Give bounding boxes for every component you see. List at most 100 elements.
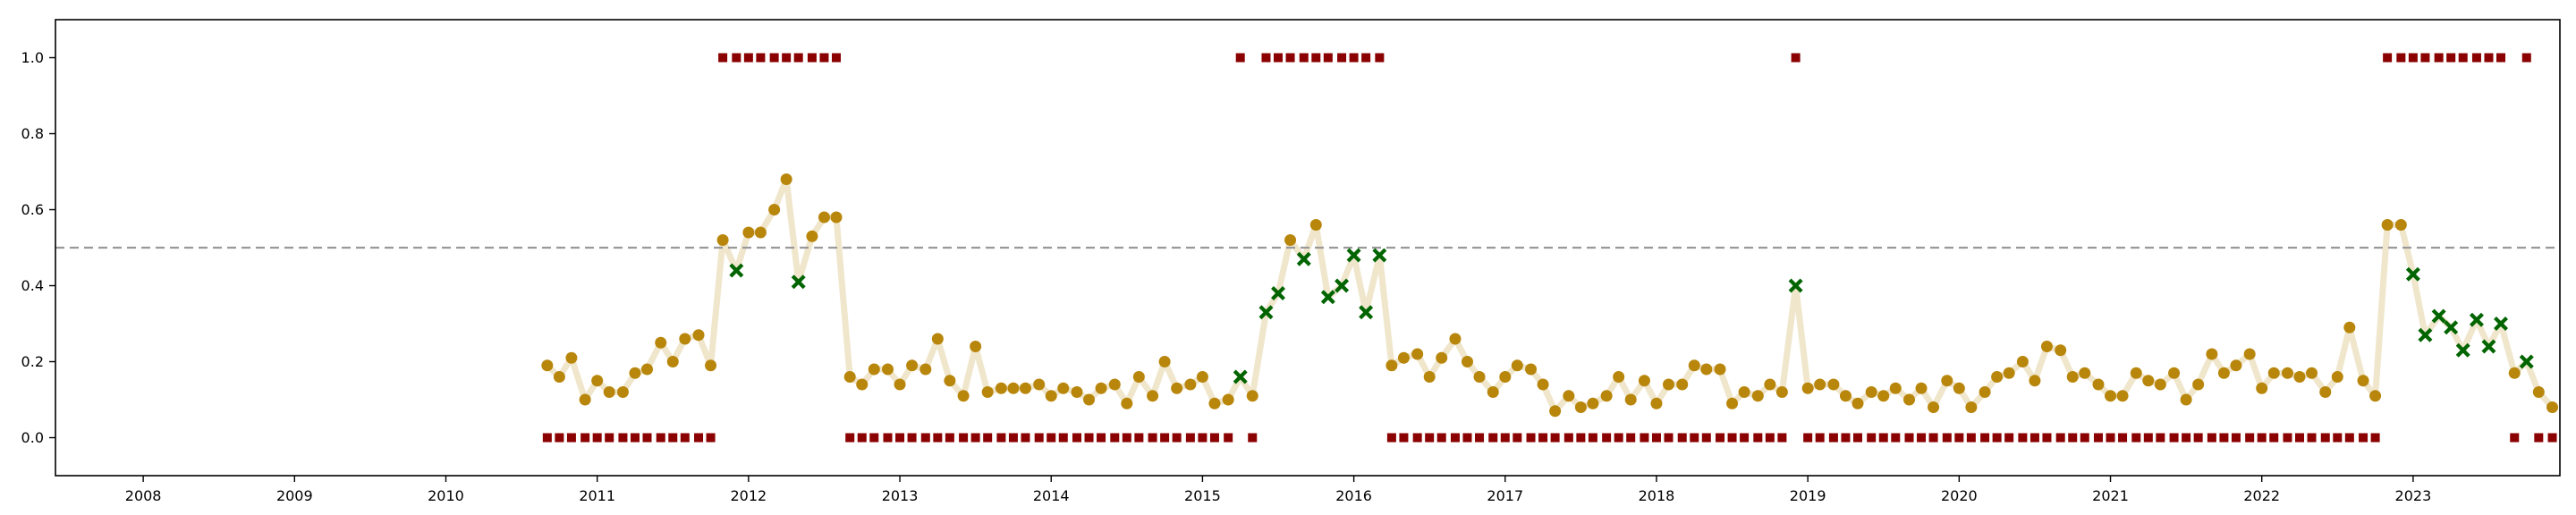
x-tick-label: 2013 bbox=[882, 487, 919, 504]
data-point-square bbox=[793, 53, 803, 63]
data-point-circle bbox=[1057, 382, 1070, 394]
data-point-square bbox=[1248, 433, 1258, 443]
data-point-circle bbox=[1499, 371, 1512, 383]
x-tick-label: 2018 bbox=[1639, 487, 1675, 504]
data-point-square bbox=[1852, 433, 1862, 443]
data-point-circle bbox=[1676, 378, 1689, 391]
data-point-circle bbox=[1537, 378, 1549, 391]
data-point-square bbox=[718, 53, 728, 63]
data-point-cross bbox=[791, 274, 806, 290]
data-point-square bbox=[1261, 53, 1271, 63]
data-point-square bbox=[2307, 433, 2317, 443]
data-point-square bbox=[1576, 433, 1586, 443]
data-point-square bbox=[1765, 433, 1775, 443]
data-point-circle bbox=[2293, 371, 2306, 383]
data-point-square bbox=[1375, 53, 1385, 63]
data-point-circle bbox=[1839, 390, 1852, 402]
data-point-circle bbox=[1600, 390, 1613, 402]
data-point-square bbox=[2193, 433, 2203, 443]
data-point-square bbox=[2383, 53, 2393, 63]
data-point-circle bbox=[1487, 386, 1499, 398]
data-point-circle bbox=[1423, 371, 1436, 383]
data-point-square bbox=[2420, 53, 2430, 63]
data-point-square bbox=[1701, 433, 1711, 443]
data-point-square bbox=[2269, 433, 2279, 443]
data-point-circle bbox=[995, 382, 1007, 394]
data-point-circle bbox=[1889, 382, 1902, 394]
data-point-square bbox=[2547, 433, 2557, 443]
data-point-circle bbox=[1147, 390, 1159, 402]
data-point-cross bbox=[1233, 369, 1248, 384]
data-point-square bbox=[2231, 433, 2241, 443]
data-point-circle bbox=[2243, 348, 2256, 360]
data-point-square bbox=[2042, 433, 2052, 443]
data-point-square bbox=[743, 53, 753, 63]
data-point-square bbox=[2029, 433, 2039, 443]
data-point-circle bbox=[2040, 341, 2053, 352]
data-point-square bbox=[1550, 433, 1560, 443]
data-point-square bbox=[769, 53, 779, 63]
data-point-square bbox=[1992, 433, 2002, 443]
data-point-square bbox=[2471, 53, 2481, 63]
x-tick-label: 2009 bbox=[276, 487, 313, 504]
data-point-square bbox=[555, 433, 564, 443]
data-point-circle bbox=[742, 226, 755, 239]
data-point-square bbox=[920, 433, 930, 443]
data-point-square bbox=[1942, 433, 1952, 443]
series-line-layer bbox=[544, 176, 2555, 415]
data-point-circle bbox=[1196, 371, 1208, 383]
data-point-square bbox=[782, 53, 792, 63]
data-point-square bbox=[1008, 433, 1018, 443]
data-point-square bbox=[668, 433, 678, 443]
data-point-circle bbox=[641, 363, 654, 376]
data-point-cross bbox=[1335, 278, 1350, 293]
y-tick-label: 0.4 bbox=[21, 277, 44, 294]
data-point-square bbox=[1412, 433, 1422, 443]
data-point-square bbox=[1841, 433, 1851, 443]
data-point-cross bbox=[2455, 342, 2470, 358]
data-point-square bbox=[680, 433, 690, 443]
data-point-circle bbox=[2532, 386, 2545, 398]
data-point-circle bbox=[856, 378, 869, 391]
data-point-circle bbox=[919, 363, 932, 376]
data-point-square bbox=[2320, 433, 2330, 443]
data-point-square bbox=[1538, 433, 1548, 443]
data-point-square bbox=[630, 433, 640, 443]
data-point-square bbox=[857, 433, 867, 443]
data-point-circle bbox=[1738, 386, 1750, 398]
data-point-square bbox=[2169, 433, 2179, 443]
data-point-square bbox=[1614, 433, 1623, 443]
data-point-cross bbox=[2519, 354, 2534, 369]
data-point-square bbox=[2484, 53, 2494, 63]
data-point-square bbox=[1966, 433, 1976, 443]
data-point-square bbox=[1917, 433, 1927, 443]
data-point-cross bbox=[2431, 308, 2446, 324]
data-point-square bbox=[2534, 433, 2544, 443]
data-point-circle bbox=[1775, 386, 1788, 398]
data-point-square bbox=[1084, 433, 1094, 443]
data-point-circle bbox=[1801, 382, 1814, 394]
data-point-square bbox=[1563, 433, 1573, 443]
data-point-square bbox=[1878, 433, 1888, 443]
data-point-circle bbox=[1827, 378, 1840, 391]
data-point-circle bbox=[2256, 382, 2268, 394]
data-point-circle bbox=[2154, 378, 2166, 391]
data-point-cross bbox=[1372, 248, 1387, 263]
data-point-circle bbox=[2116, 390, 2129, 402]
data-point-circle bbox=[1511, 359, 1523, 372]
data-point-circle bbox=[1751, 390, 1764, 402]
data-point-circle bbox=[1525, 363, 1538, 376]
data-point-square bbox=[1097, 433, 1106, 443]
data-point-square bbox=[1928, 433, 1938, 443]
data-point-circle bbox=[2331, 371, 2343, 383]
data-point-cross bbox=[1296, 251, 1311, 266]
data-point-square bbox=[996, 433, 1006, 443]
data-point-circle bbox=[679, 333, 691, 345]
data-point-circle bbox=[1563, 390, 1575, 402]
data-point-square bbox=[2118, 433, 2128, 443]
x-tick-label: 2019 bbox=[1790, 487, 1826, 504]
data-point-circle bbox=[894, 378, 906, 391]
data-point-circle bbox=[1877, 390, 1890, 402]
data-point-square bbox=[2458, 53, 2468, 63]
data-point-circle bbox=[1083, 393, 1096, 406]
